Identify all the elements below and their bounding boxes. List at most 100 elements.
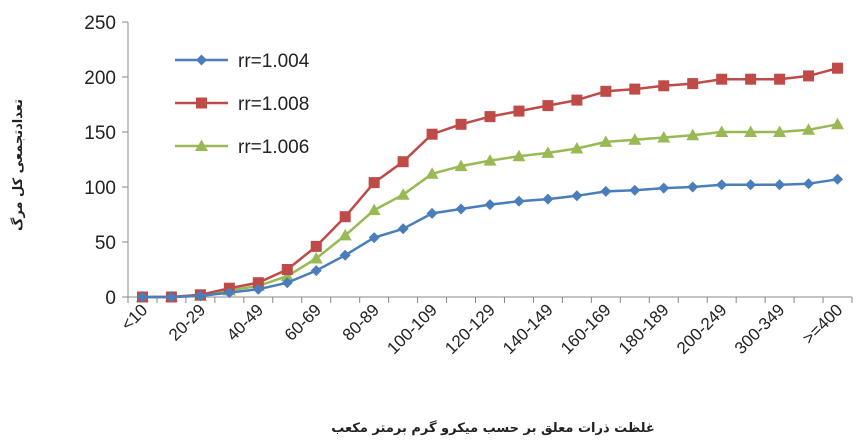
data-point-marker [628, 133, 642, 145]
data-point-marker [483, 154, 497, 166]
x-tick-label: 160-169 [557, 300, 615, 358]
data-point-marker [803, 178, 815, 190]
data-point-marker [571, 94, 583, 106]
data-point-marker [687, 181, 699, 193]
series-rr=1.004 [136, 173, 844, 303]
data-point-marker [571, 190, 583, 202]
series-layer [135, 62, 845, 303]
legend-marker [196, 54, 207, 66]
data-point-marker [600, 185, 612, 197]
data-point-marker [542, 193, 554, 205]
data-point-marker [396, 188, 410, 200]
data-point-marker [367, 203, 381, 216]
x-tick-label: <10 [117, 300, 151, 334]
data-point-marker [773, 125, 787, 137]
x-tick-label: 300-349 [731, 300, 789, 358]
x-axis: <10 20-29 40-49 60-69 80-89 100-109 120-129 140… [117, 296, 853, 358]
x-tick-label: >=400 [799, 300, 847, 348]
data-point-marker [397, 223, 409, 235]
data-point-marker [426, 207, 438, 219]
x-tick-label: 200-249 [673, 300, 731, 358]
data-point-marker [658, 182, 670, 194]
legend-item: rr=1.004 [175, 51, 310, 72]
data-point-marker [368, 177, 380, 189]
data-point-marker [831, 117, 845, 130]
y-tick-label: 50 [95, 233, 116, 254]
data-point-marker [541, 146, 555, 158]
x-tick-label: 120-129 [441, 300, 499, 358]
data-point-marker [658, 80, 670, 92]
y-tick-label: 200 [84, 68, 116, 89]
data-point-marker [484, 199, 496, 211]
data-point-marker [745, 73, 757, 85]
data-point-marker [715, 125, 729, 137]
legend: rr=1.004 rr=1.008 rr=1.006 [175, 51, 310, 158]
series-line [142, 178, 838, 299]
legend-item: rr=1.006 [175, 137, 309, 158]
x-tick-label: 80-89 [339, 300, 383, 344]
data-point-marker [687, 78, 699, 90]
y-tick-label: 150 [84, 123, 116, 144]
data-point-marker [774, 179, 786, 191]
x-tick-label: 40-49 [223, 300, 267, 344]
data-point-marker [513, 105, 525, 117]
data-point-marker [339, 249, 351, 261]
data-point-marker [165, 291, 177, 303]
x-axis-title: غلظت ذرات معلق بر حسب میکرو گرم برمتر مک… [331, 420, 655, 436]
data-point-marker [657, 131, 671, 143]
data-point-marker [599, 135, 613, 147]
legend-label: rr=1.008 [238, 94, 309, 115]
data-point-marker [629, 83, 641, 95]
y-tick-label: 0 [105, 288, 116, 309]
x-tick-label: 180-189 [615, 300, 673, 358]
x-tick-label: 100-109 [383, 300, 441, 358]
data-point-marker [136, 291, 148, 303]
y-tick-label: 250 [84, 13, 116, 34]
data-point-marker [194, 290, 206, 302]
data-point-marker [397, 156, 409, 168]
x-tick-label: 20-29 [165, 300, 209, 344]
y-tick-label: 100 [84, 178, 116, 199]
data-point-marker [310, 265, 322, 277]
data-point-marker [252, 277, 264, 289]
data-point-marker [629, 184, 641, 196]
data-point-marker [454, 159, 468, 172]
data-point-marker [338, 228, 352, 241]
data-point-marker [252, 283, 264, 295]
data-point-marker [455, 203, 467, 215]
data-point-marker [280, 269, 294, 282]
data-point-marker [716, 179, 728, 191]
y-axis: 0 50 100 150 200 250 [84, 13, 129, 309]
data-point-marker [339, 211, 351, 223]
data-point-marker [281, 277, 293, 289]
legend-marker [196, 97, 207, 109]
legend-label: rr=1.006 [238, 137, 309, 158]
data-point-marker [223, 287, 235, 299]
data-point-marker [600, 85, 612, 97]
data-point-marker [542, 100, 554, 112]
data-point-marker [484, 111, 496, 123]
x-tick-label: 60-69 [281, 300, 325, 344]
data-point-marker [744, 125, 758, 137]
data-point-marker [570, 142, 584, 154]
legend-item: rr=1.008 [175, 94, 309, 115]
data-point-marker [310, 240, 322, 252]
data-point-marker [832, 62, 844, 74]
y-axis-title: تعدادتجمعی کل مرگ [9, 99, 26, 231]
data-point-marker [426, 128, 438, 140]
data-point-marker [745, 179, 757, 191]
data-point-marker [774, 73, 786, 85]
legend-label: rr=1.004 [238, 51, 310, 72]
data-point-marker [802, 123, 816, 135]
legend-marker [195, 139, 208, 151]
data-point-marker [425, 167, 439, 179]
data-point-marker [832, 173, 844, 185]
data-point-marker [281, 264, 293, 275]
data-point-marker [512, 149, 526, 162]
data-point-marker [716, 73, 728, 85]
data-point-marker [455, 118, 467, 130]
data-point-marker [686, 128, 700, 141]
x-tick-label: 140-149 [499, 300, 557, 358]
data-point-marker [513, 195, 525, 207]
